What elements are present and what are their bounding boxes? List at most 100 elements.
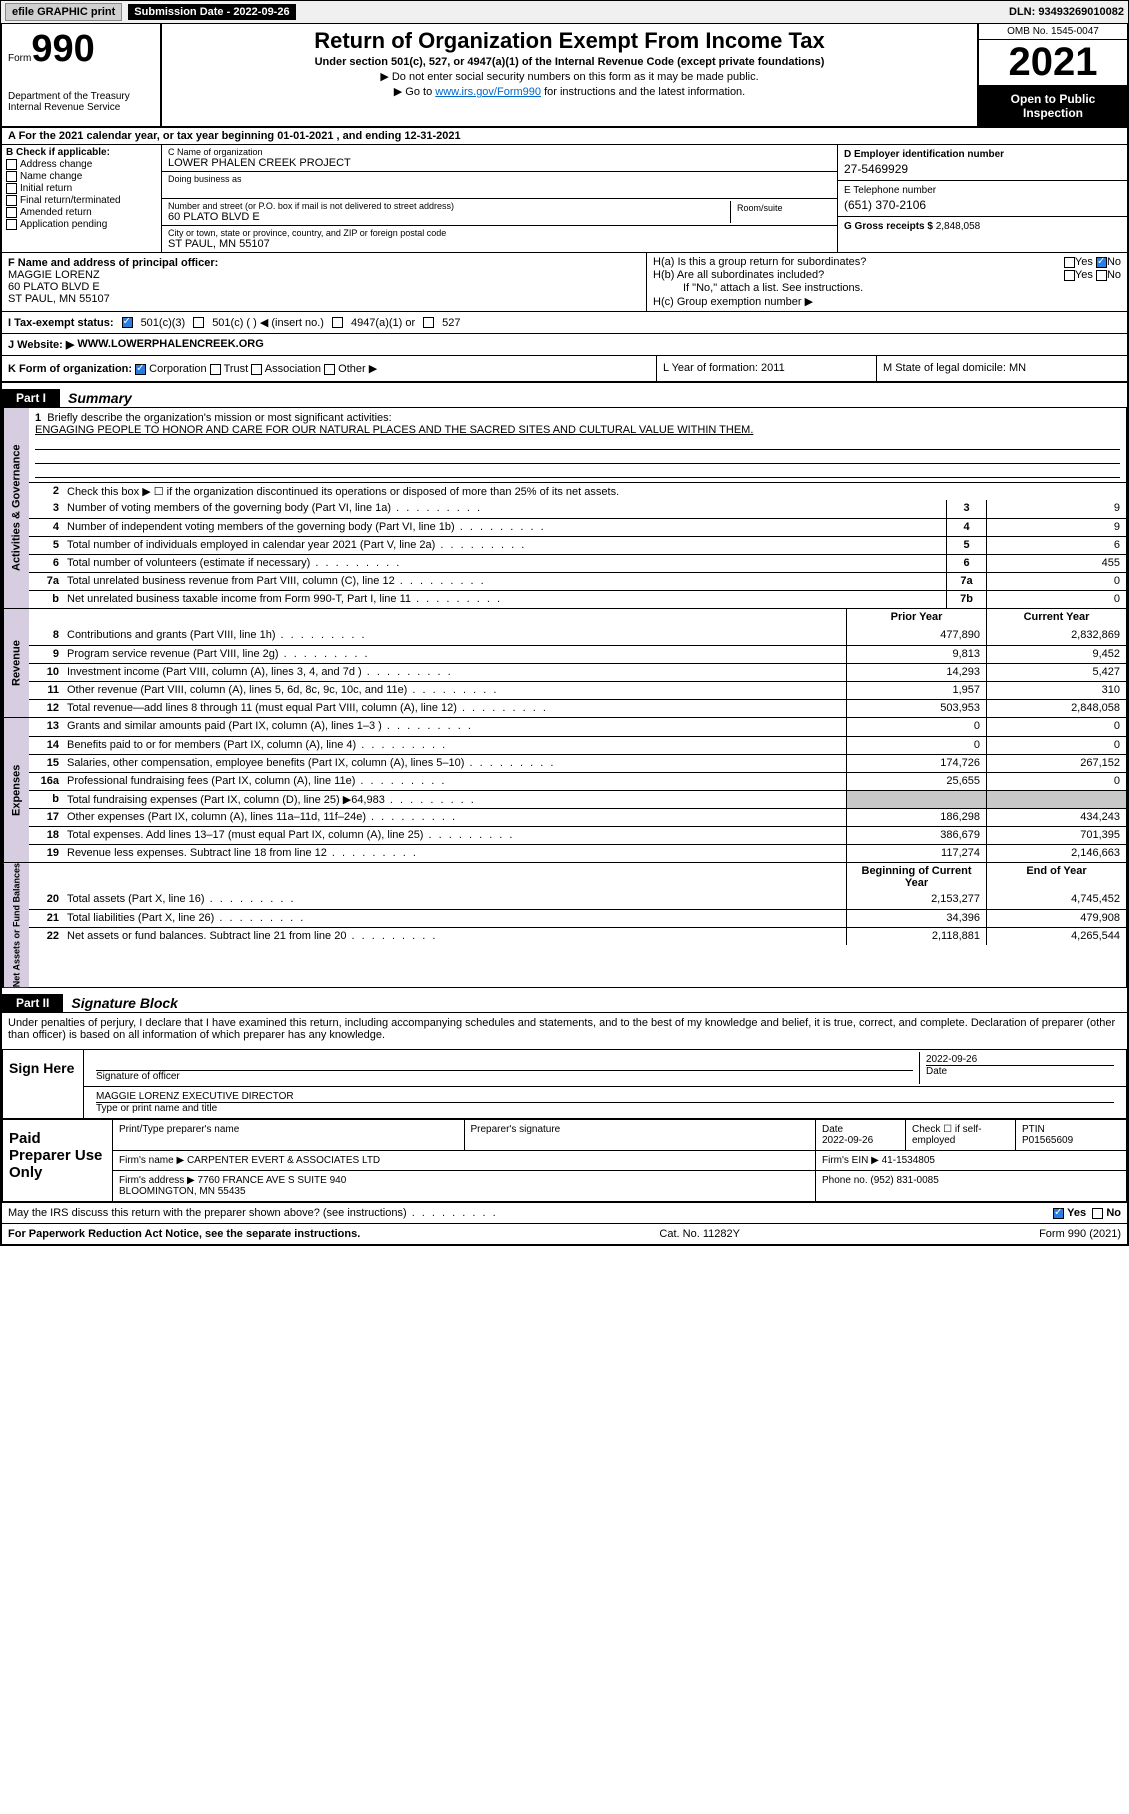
- website-url: WWW.LOWERPHALENCREEK.ORG: [77, 338, 263, 351]
- efile-print-button[interactable]: efile GRAPHIC print: [5, 3, 122, 21]
- name-title-label: Type or print name and title: [96, 1102, 1114, 1114]
- hb-note: If "No," attach a list. See instructions…: [653, 282, 1121, 294]
- table-row: 7aTotal unrelated business revenue from …: [29, 572, 1126, 590]
- cb-hb-yes[interactable]: [1064, 270, 1075, 281]
- form-subtitle: Under section 501(c), 527, or 4947(a)(1)…: [168, 56, 971, 68]
- hdr-current-year: Current Year: [986, 609, 1126, 627]
- form-header: Form990 Department of the Treasury Inter…: [2, 24, 1127, 128]
- page-footer: For Paperwork Reduction Act Notice, see …: [2, 1223, 1127, 1244]
- org-name: LOWER PHALEN CREEK PROJECT: [168, 157, 831, 169]
- paperwork-notice: For Paperwork Reduction Act Notice, see …: [8, 1228, 360, 1240]
- cb-ha-no[interactable]: [1096, 257, 1107, 268]
- table-row: 8Contributions and grants (Part VIII, li…: [29, 627, 1126, 645]
- table-row: 20Total assets (Part X, line 16)2,153,27…: [29, 891, 1126, 909]
- cb-name-change[interactable]: [6, 171, 17, 182]
- prep-date: 2022-09-26: [822, 1135, 873, 1146]
- irs-link[interactable]: www.irs.gov/Form990: [435, 86, 541, 98]
- cb-501c[interactable]: [193, 317, 204, 328]
- cb-initial-return[interactable]: [6, 183, 17, 194]
- cb-application-pending[interactable]: [6, 219, 17, 230]
- c-name-label: C Name of organization: [168, 147, 831, 157]
- row-j-website: J Website: ▶ WWW.LOWERPHALENCREEK.ORG: [2, 334, 1127, 356]
- table-row: 10Investment income (Part VIII, column (…: [29, 663, 1126, 681]
- table-row: 22Net assets or fund balances. Subtract …: [29, 927, 1126, 945]
- dln: DLN: 93493269010082: [1009, 6, 1124, 18]
- top-bar: efile GRAPHIC print Submission Date - 20…: [0, 0, 1129, 24]
- b-check-label: B Check if applicable:: [6, 147, 157, 158]
- cb-address-change[interactable]: [6, 159, 17, 170]
- row-i-tax-status: I Tax-exempt status: 501(c)(3) 501(c) ( …: [2, 312, 1127, 334]
- cb-trust[interactable]: [210, 364, 221, 375]
- discuss-row: May the IRS discuss this return with the…: [2, 1202, 1127, 1223]
- hc-label: H(c) Group exemption number ▶: [653, 295, 1121, 308]
- city-state-zip: ST PAUL, MN 55107: [168, 238, 831, 250]
- table-row: 18Total expenses. Add lines 13–17 (must …: [29, 826, 1126, 844]
- hdr-prior-year: Prior Year: [846, 609, 986, 627]
- part-1-header: Part I Summary: [2, 389, 1127, 407]
- side-revenue: Revenue: [3, 609, 29, 717]
- cb-ha-yes[interactable]: [1064, 257, 1075, 268]
- firm-addr1: 7760 FRANCE AVE S SUITE 940: [198, 1175, 347, 1186]
- sig-officer-label: Signature of officer: [96, 1070, 913, 1082]
- row-a-tax-year: A For the 2021 calendar year, or tax yea…: [2, 128, 1127, 145]
- cb-527[interactable]: [423, 317, 434, 328]
- phone-value: (651) 370-2106: [844, 198, 1121, 212]
- firm-addr2: BLOOMINGTON, MN 55435: [119, 1186, 246, 1197]
- q2-text: Check this box ▶ ☐ if the organization d…: [63, 483, 1126, 500]
- ein-value: 27-5469929: [844, 162, 1121, 176]
- form-note-1: ▶ Do not enter social security numbers o…: [168, 70, 971, 83]
- sig-date-label: Date: [926, 1065, 1114, 1077]
- d-ein-label: D Employer identification number: [844, 149, 1121, 160]
- street-address: 60 PLATO BLVD E: [168, 211, 730, 223]
- table-row: 21Total liabilities (Part X, line 26)34,…: [29, 909, 1126, 927]
- table-row: 15Salaries, other compensation, employee…: [29, 754, 1126, 772]
- tax-year: 2021: [979, 40, 1127, 86]
- cb-501c3[interactable]: [122, 317, 133, 328]
- row-k-l-m: K Form of organization: Corporation Trus…: [2, 356, 1127, 383]
- officer-name-title: MAGGIE LORENZ EXECUTIVE DIRECTOR: [96, 1091, 1114, 1102]
- room-label: Room/suite: [737, 203, 825, 213]
- table-row: 6Total number of volunteers (estimate if…: [29, 554, 1126, 572]
- dba-label: Doing business as: [168, 174, 831, 184]
- cb-association[interactable]: [251, 364, 262, 375]
- form-number: 990: [31, 28, 94, 70]
- table-row: 4Number of independent voting members of…: [29, 518, 1126, 536]
- table-row: 12Total revenue—add lines 8 through 11 (…: [29, 699, 1126, 717]
- table-row: 16aProfessional fundraising fees (Part I…: [29, 772, 1126, 790]
- sign-here-block: Sign Here Signature of officer 2022-09-2…: [2, 1049, 1127, 1119]
- form-990: Form990 Department of the Treasury Inter…: [0, 24, 1129, 1246]
- submission-date: Submission Date - 2022-09-26: [128, 4, 295, 20]
- ptin-value: P01565609: [1022, 1135, 1073, 1146]
- side-net-assets: Net Assets or Fund Balances: [3, 863, 29, 987]
- cb-other[interactable]: [324, 364, 335, 375]
- cb-hb-no[interactable]: [1096, 270, 1107, 281]
- table-row: 3Number of voting members of the governi…: [29, 500, 1126, 518]
- g-gross-label: G Gross receipts $: [844, 221, 933, 232]
- form-note-2: ▶ Go to www.irs.gov/Form990 for instruct…: [168, 85, 971, 98]
- cb-discuss-yes[interactable]: [1053, 1208, 1064, 1219]
- officer-name: MAGGIE LORENZ: [8, 269, 640, 281]
- side-governance: Activities & Governance: [3, 408, 29, 608]
- cb-amended-return[interactable]: [6, 207, 17, 218]
- form-year-footer: Form 990 (2021): [1039, 1228, 1121, 1240]
- table-row: bNet unrelated business taxable income f…: [29, 590, 1126, 608]
- m-state-domicile: M State of legal domicile: MN: [877, 356, 1127, 381]
- form-word: Form: [8, 53, 31, 64]
- cb-corporation[interactable]: [135, 364, 146, 375]
- paid-preparer-block: Paid Preparer Use Only Print/Type prepar…: [2, 1119, 1127, 1202]
- table-row: 9Program service revenue (Part VIII, lin…: [29, 645, 1126, 663]
- officer-addr2: ST PAUL, MN 55107: [8, 293, 640, 305]
- form-title: Return of Organization Exempt From Incom…: [168, 28, 971, 54]
- cb-final-return[interactable]: [6, 195, 17, 206]
- cb-4947[interactable]: [332, 317, 343, 328]
- omb-number: OMB No. 1545-0047: [979, 24, 1127, 40]
- check-self-employed: Check ☐ if self-employed: [906, 1120, 1016, 1150]
- cb-discuss-no[interactable]: [1092, 1208, 1103, 1219]
- irs-label: Internal Revenue Service: [8, 102, 154, 113]
- firm-name: CARPENTER EVERT & ASSOCIATES LTD: [187, 1155, 380, 1166]
- sig-date-value: 2022-09-26: [926, 1054, 1114, 1065]
- hdr-end-year: End of Year: [986, 863, 1126, 891]
- f-officer-label: F Name and address of principal officer:: [8, 257, 640, 269]
- gross-receipts: 2,848,058: [936, 221, 981, 232]
- hdr-beginning-year: Beginning of Current Year: [846, 863, 986, 891]
